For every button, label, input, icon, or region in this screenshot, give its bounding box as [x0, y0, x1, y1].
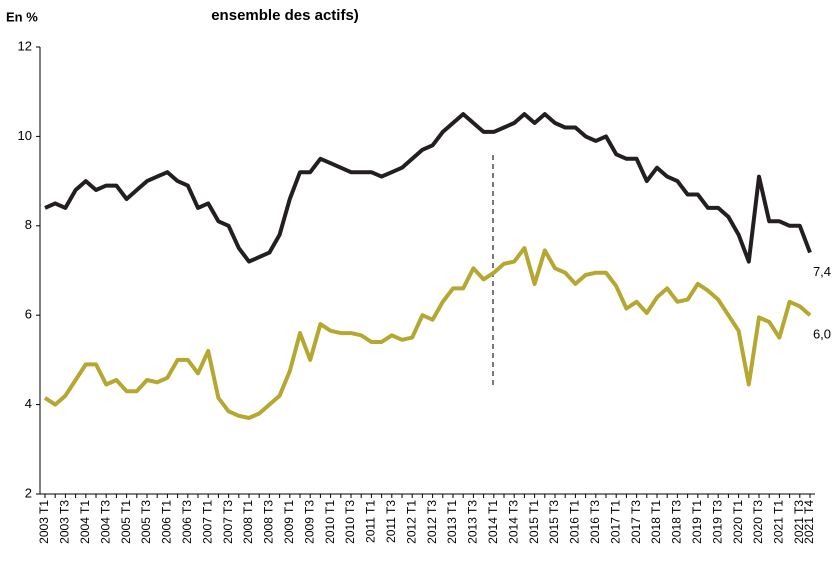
x-tick-label: 2017 T3: [629, 500, 643, 544]
value-label: 7,4: [813, 264, 831, 279]
x-tick-label: 2021 T4: [802, 500, 816, 544]
x-tick-label: 2011 T1: [364, 500, 378, 543]
x-tick-label: 2011 T3: [384, 500, 398, 543]
x-tick-label: 2004 T1: [78, 500, 92, 544]
chart-title: ensemble des actifs): [211, 7, 359, 24]
x-tick-label: 2013 T3: [466, 500, 480, 544]
x-tick-label: 2021 T3: [792, 500, 806, 544]
line-series: [44, 112, 812, 264]
x-tick-label: 2016 T3: [588, 500, 602, 544]
x-tick-label: 2009 T1: [282, 500, 296, 544]
x-tick-label: 2013 T1: [445, 500, 459, 544]
x-tick-label: 2005 T3: [139, 500, 153, 544]
y-tick-label: 10: [18, 128, 32, 143]
x-tick-label: 2007 T1: [200, 500, 214, 544]
x-tick-label: 2012 T1: [404, 500, 418, 544]
x-tick-label: 2006 T1: [160, 500, 174, 544]
y-tick-label: 2: [25, 485, 32, 500]
y-tick-label: 8: [25, 217, 32, 232]
x-tick-label: 2010 T3: [343, 500, 357, 544]
x-tick-label: 2019 T1: [690, 500, 704, 544]
x-tick-label: 2016 T1: [568, 500, 582, 544]
x-tick-label: 2021 T1: [772, 500, 786, 544]
y-tick-label: 12: [18, 38, 32, 53]
y-tick-label: 6: [25, 307, 32, 322]
x-tick-label: 2012 T3: [425, 500, 439, 544]
x-tick-label: 2014 T3: [506, 500, 520, 544]
x-tick-label: 2015 T1: [527, 500, 541, 544]
x-tick-label: 2019 T3: [710, 500, 724, 544]
x-tick-label: 2010 T1: [323, 500, 337, 544]
x-tick-label: 2007 T3: [221, 500, 235, 544]
x-tick-label: 2005 T1: [119, 500, 133, 544]
x-tick-label: 2008 T3: [262, 500, 276, 544]
x-tick-label: 2018 T3: [670, 500, 684, 544]
x-tick-label: 2009 T3: [302, 500, 316, 544]
x-tick-label: 2020 T3: [751, 500, 765, 544]
line-series: [43, 246, 812, 420]
y-axis-label: En %: [6, 9, 38, 24]
x-tick-label: 2017 T1: [608, 500, 622, 544]
x-tick-label: 2018 T1: [649, 500, 663, 544]
x-tick-label: 2003 T1: [37, 500, 51, 544]
x-tick-label: 2004 T3: [98, 500, 112, 544]
x-tick-label: 2003 T3: [58, 500, 72, 544]
value-label: 6,0: [813, 327, 831, 342]
x-tick-label: 2006 T3: [180, 500, 194, 544]
x-tick-label: 2014 T1: [486, 500, 500, 544]
y-tick-label: 4: [25, 396, 32, 411]
x-tick-label: 2008 T1: [241, 500, 255, 544]
x-tick-label: 2015 T3: [547, 500, 561, 544]
x-tick-label: 2020 T1: [731, 500, 745, 544]
